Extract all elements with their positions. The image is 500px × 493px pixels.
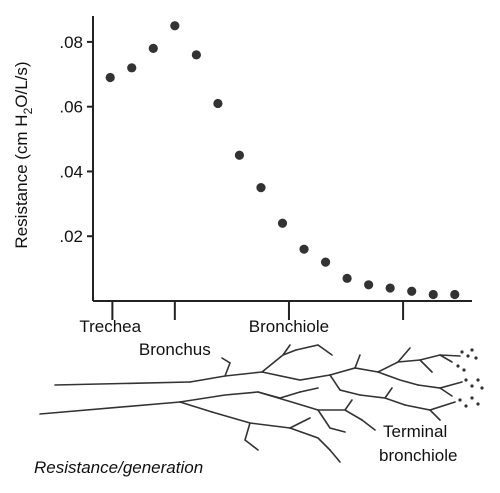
y-tick-label: .04 (59, 162, 83, 181)
data-point (364, 280, 374, 290)
category-label-bronchiole: Bronchiole (249, 317, 329, 336)
y-axis-label-main: Resistance (cm H (12, 114, 31, 248)
category-label-bronchus: Bronchus (139, 340, 211, 359)
figure-caption: Resistance/generation (34, 458, 203, 477)
data-point (234, 150, 245, 160)
data-point (342, 273, 352, 283)
y-ticks: .02 .04 .06 .08 (59, 33, 93, 246)
data-point (299, 244, 309, 254)
data-point (127, 63, 137, 73)
x-ticks (111, 301, 405, 320)
alveoli-dots (456, 348, 484, 408)
y-axis-label: Resistance (cm H2O/L/s) (12, 61, 35, 248)
y-tick-label: .08 (59, 33, 83, 52)
data-point (170, 21, 180, 31)
data-point (105, 72, 115, 83)
data-points (105, 21, 460, 300)
data-point (428, 289, 438, 300)
terminal-bronchiole-label-2: bronchiole (379, 446, 457, 465)
data-point (256, 183, 266, 193)
airway-tree-diagram (39, 344, 484, 463)
category-label-trechea: Trechea (79, 317, 141, 336)
data-point (407, 286, 417, 296)
y-axis-label-subscript: 2 (21, 107, 35, 114)
y-axis-label-rest: O/L/s) (12, 61, 31, 107)
data-point (277, 218, 288, 228)
y-tick-label: .02 (59, 227, 83, 246)
data-point (320, 257, 331, 267)
data-point (450, 289, 460, 300)
data-point (385, 283, 395, 293)
terminal-bronchiole-label-1: Terminal (383, 422, 447, 441)
data-point (148, 43, 158, 53)
data-point (213, 98, 223, 109)
data-point (191, 50, 201, 60)
category-labels: Trechea Bronchus Bronchiole (79, 317, 329, 359)
y-tick-label: .06 (59, 98, 83, 117)
